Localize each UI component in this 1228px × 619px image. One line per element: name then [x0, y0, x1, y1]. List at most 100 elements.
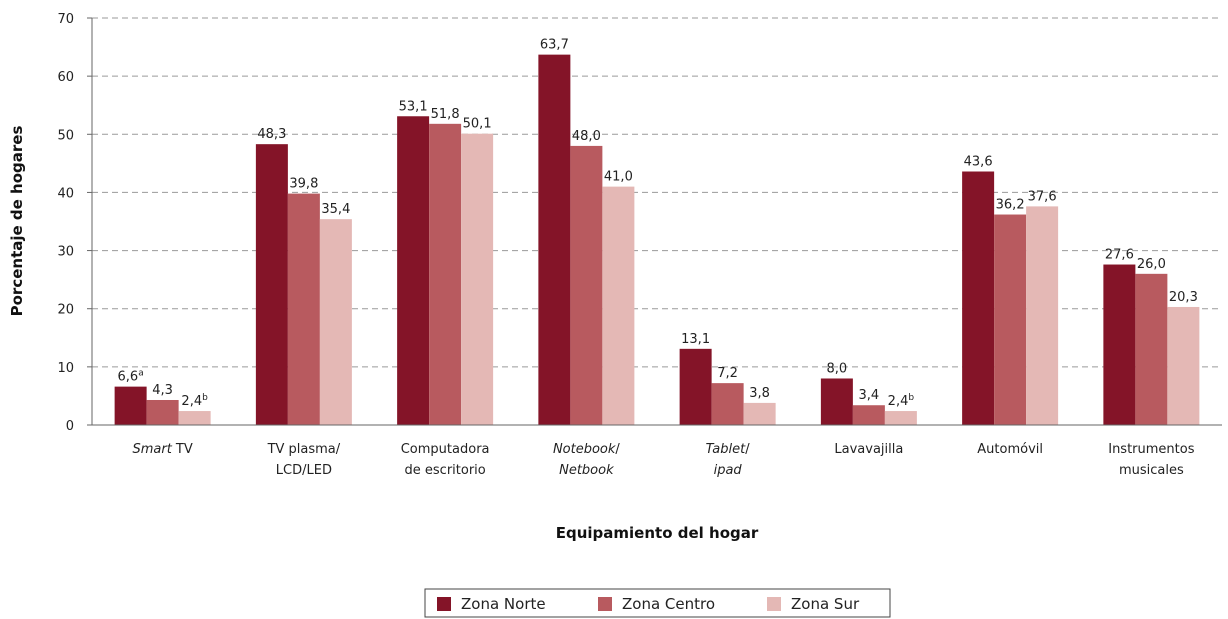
category-label-part: TV: [172, 442, 193, 457]
category-label: Computadora: [401, 442, 490, 457]
data-label-value: 3,4: [859, 388, 880, 403]
data-label: 50,1: [463, 117, 492, 132]
data-label-value: 51,8: [431, 107, 460, 122]
category-label-part: TV plasma/: [267, 442, 341, 457]
data-label: 48,3: [257, 127, 286, 142]
data-label-superscript: a: [138, 369, 144, 379]
category-label: Tablet/: [706, 442, 751, 457]
y-tick-label: 70: [57, 12, 74, 27]
data-label-value: 35,4: [321, 202, 350, 217]
data-label: 36,2: [996, 198, 1025, 213]
bar: [711, 383, 744, 425]
data-label-superscript: b: [908, 393, 914, 403]
bar: [461, 133, 494, 425]
data-label: 8,0: [827, 361, 848, 376]
y-axis-ticks: 0 10 20 30 40 50 60 70: [57, 12, 92, 434]
y-tick-label: 10: [57, 361, 74, 376]
category-label-part: Instrumentos: [1108, 442, 1194, 457]
data-label: 41,0: [604, 170, 633, 185]
bar: [146, 399, 179, 425]
bar: [852, 405, 885, 425]
category-label-part: Automóvil: [977, 442, 1043, 457]
bar: [743, 402, 776, 425]
data-label: 27,6: [1105, 248, 1134, 263]
category-label-part: /: [745, 442, 750, 457]
x-axis-title: Equipamiento del hogar: [556, 524, 759, 542]
category-label: Smart TV: [132, 442, 192, 457]
bar: [538, 54, 571, 425]
category-label: ipad: [714, 463, 743, 478]
bar: [178, 411, 211, 425]
category-label-part: Tablet: [706, 442, 746, 457]
category-label: Netbook: [559, 463, 614, 478]
data-label: 6,6a: [118, 369, 144, 385]
category-label-part: musicales: [1119, 463, 1184, 478]
bar: [602, 186, 635, 425]
bar: [287, 193, 320, 425]
data-label-value: 8,0: [827, 361, 848, 376]
data-label-value: 2,4: [181, 394, 202, 409]
bar: [679, 348, 712, 425]
data-label: 37,6: [1028, 189, 1057, 204]
data-label-value: 48,3: [257, 127, 286, 142]
data-label-value: 50,1: [463, 117, 492, 132]
bar: [884, 411, 917, 425]
data-label-value: 36,2: [996, 198, 1025, 213]
legend-swatch: [598, 597, 612, 611]
bar: [962, 171, 995, 425]
legend-label: Zona Norte: [461, 595, 546, 613]
legend-box: [424, 588, 891, 618]
bar: [397, 116, 430, 426]
data-labels: 6,6a 48,3 53,1 63,7 13,1 8,0 43,6 27,6 4,3 39,8 51…: [118, 38, 1198, 409]
data-label: 26,0: [1137, 257, 1166, 272]
data-label-value: 2,4: [888, 394, 909, 409]
legend-label: Zona Sur: [791, 595, 860, 613]
y-tick-label: 60: [57, 70, 74, 85]
legend: Zona Norte Zona Centro Zona Sur: [424, 588, 891, 618]
category-label-part: Netbook: [559, 463, 614, 478]
bar: [994, 214, 1027, 425]
x-axis-categories: Smart TV TV plasma/LCD/LED Computadora de e…: [132, 442, 1194, 478]
category-label-part: de escritorio: [405, 463, 486, 478]
data-label-value: 37,6: [1028, 189, 1057, 204]
data-label-value: 6,6: [118, 370, 139, 385]
data-label: 53,1: [399, 99, 428, 114]
category-label: Automóvil: [977, 442, 1043, 457]
data-label: 35,4: [321, 202, 350, 217]
data-label: 13,1: [681, 332, 710, 347]
data-label: 7,2: [717, 366, 738, 381]
category-label: musicales: [1119, 463, 1184, 478]
data-label-value: 39,8: [289, 177, 318, 192]
bar: [114, 386, 147, 425]
data-label-value: 7,2: [717, 366, 738, 381]
bar: [1135, 273, 1168, 425]
data-label-value: 13,1: [681, 332, 710, 347]
y-tick-label: 30: [57, 245, 74, 260]
y-tick-label: 0: [66, 419, 74, 434]
bar: [319, 219, 352, 425]
category-label: LCD/LED: [276, 463, 332, 478]
y-axis-title: Porcentaje de hogares: [8, 126, 26, 317]
bar: [429, 123, 462, 425]
category-label-part: Smart: [132, 442, 172, 457]
category-label: de escritorio: [405, 463, 486, 478]
bar: [820, 378, 853, 425]
category-label: TV plasma/: [267, 442, 341, 457]
data-label: 39,8: [289, 177, 318, 192]
data-label-value: 53,1: [399, 99, 428, 114]
data-label-value: 48,0: [572, 129, 601, 144]
bar: [1103, 264, 1136, 425]
data-label-value: 3,8: [749, 386, 770, 401]
data-label: 2,4b: [888, 393, 915, 409]
data-label: 63,7: [540, 38, 569, 53]
data-label: 3,4: [859, 388, 880, 403]
y-tick-label: 50: [57, 128, 74, 143]
data-label-value: 20,3: [1169, 290, 1198, 305]
category-label-part: Notebook: [553, 442, 616, 457]
data-label-value: 43,6: [964, 154, 993, 169]
bar: [570, 145, 603, 425]
y-tick-label: 20: [57, 303, 74, 318]
data-label: 2,4b: [181, 393, 208, 409]
